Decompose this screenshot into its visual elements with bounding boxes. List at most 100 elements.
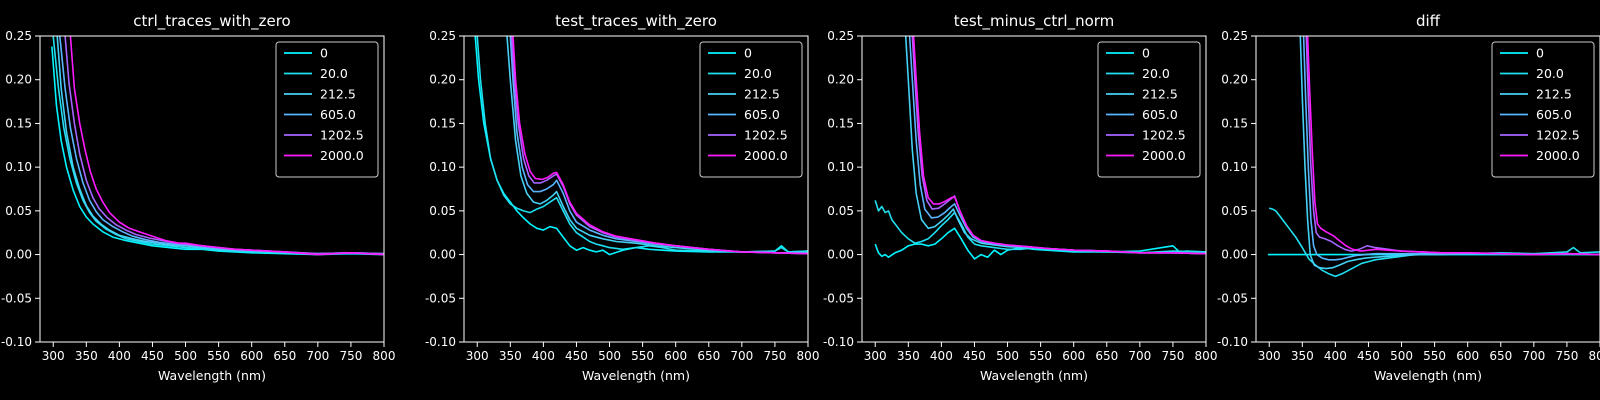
legend-label: 212.5 [744, 87, 780, 102]
y-tick-label: 0.00 [827, 248, 854, 262]
x-tick-label: 700 [1522, 349, 1545, 363]
series-group [474, 36, 808, 256]
series-line-0 [51, 46, 384, 256]
y-tick-label: 0.25 [429, 29, 456, 43]
y-tick-label: 0.10 [5, 160, 32, 174]
x-tick-label: 450 [141, 349, 164, 363]
x-tick-label: 750 [1161, 349, 1184, 363]
x-tick-label: 750 [1555, 349, 1578, 363]
legend-label: 212.5 [1536, 87, 1572, 102]
y-tick-label: -0.10 [823, 335, 854, 349]
y-tick-label: 0.10 [827, 160, 854, 174]
y-tick-label: 0.00 [5, 248, 32, 262]
y-tick-label: 0.20 [1221, 73, 1248, 87]
x-tick-label: 450 [963, 349, 986, 363]
x-tick-label: 650 [1095, 349, 1118, 363]
y-tick-label: 0.20 [429, 73, 456, 87]
legend-label: 0 [1142, 46, 1150, 61]
x-axis-label: Wavelength (nm) [158, 368, 266, 383]
y-tick-label: 0.25 [5, 29, 32, 43]
x-tick-label: 550 [1423, 349, 1446, 363]
series-line-1 [476, 36, 808, 253]
panel-2: test_minus_ctrl_norm 300 350 400 450 500 550 60… [823, 12, 1218, 383]
y-tick-label: 0.15 [429, 116, 456, 130]
plot-frame [1255, 35, 1600, 343]
legend-label: 1202.5 [320, 128, 364, 143]
legend: 0 20.0 212.5 605.0 1202.5 2000.0 [1097, 41, 1201, 178]
y-tick-label: 0.15 [5, 116, 32, 130]
legend-box [699, 41, 803, 178]
x-tick-label: 500 [996, 349, 1019, 363]
x-tick-label: 400 [930, 349, 953, 363]
y-tick-label: 0.15 [1221, 116, 1248, 130]
x-tick-label: 600 [240, 349, 263, 363]
y-tick-label: 0.10 [429, 160, 456, 174]
y-tick-label: 0.15 [827, 116, 854, 130]
legend-label: 1202.5 [744, 128, 788, 143]
x-axis-label: Wavelength (nm) [582, 368, 690, 383]
x-tick-label: 700 [306, 349, 329, 363]
y-tick-label: -0.05 [425, 291, 456, 305]
y-tick-label: 0.05 [5, 204, 32, 218]
y-tick-label: -0.10 [1, 335, 32, 349]
legend: 0 20.0 212.5 605.0 1202.5 2000.0 [699, 41, 803, 178]
x-tick-label: 500 [1390, 349, 1413, 363]
x-tick-label: 750 [763, 349, 786, 363]
panel-0: ctrl_traces_with_zero 300 350 400 450 500 550 6… [1, 12, 396, 383]
x-tick-label: 300 [42, 349, 65, 363]
legend-label: 20.0 [1536, 66, 1564, 81]
x-tick-label: 650 [697, 349, 720, 363]
x-tick-label: 550 [631, 349, 654, 363]
y-tick-label: 0.10 [1221, 160, 1248, 174]
x-tick-label: 800 [1195, 349, 1218, 363]
legend-label: 0 [744, 46, 752, 61]
x-axis-label: Wavelength (nm) [1374, 368, 1482, 383]
legend: 0 20.0 212.5 605.0 1202.5 2000.0 [275, 41, 379, 178]
y-tick-label: 0.25 [827, 29, 854, 43]
x-tick-label: 450 [1357, 349, 1380, 363]
series-line-1 [1268, 207, 1600, 278]
legend-label: 212.5 [1142, 87, 1178, 102]
y-tick-label: 0.00 [429, 248, 456, 262]
y-tick-label: 0.00 [1221, 248, 1248, 262]
series-line-2 [506, 36, 808, 254]
series-line-2 [56, 36, 384, 255]
x-tick-label: 650 [273, 349, 296, 363]
chart-title: diff [1416, 12, 1441, 30]
x-tick-label: 600 [1456, 349, 1479, 363]
y-tick-label: 0.05 [827, 204, 854, 218]
x-tick-label: 550 [207, 349, 230, 363]
series-group [874, 36, 1206, 260]
legend-label: 605.0 [1142, 107, 1178, 122]
series-line-5 [69, 36, 384, 256]
plot-frame [463, 35, 809, 343]
plot-frame [39, 35, 385, 343]
series-group [51, 36, 384, 256]
x-tick-label: 750 [339, 349, 362, 363]
x-tick-label: 350 [75, 349, 98, 363]
legend-box [1491, 41, 1595, 178]
x-tick-label: 300 [1258, 349, 1281, 363]
x-tick-label: 800 [1589, 349, 1600, 363]
legend-label: 1202.5 [1536, 128, 1580, 143]
legend-box [275, 41, 379, 178]
legend-label: 0 [320, 46, 328, 61]
x-tick-label: 500 [598, 349, 621, 363]
x-tick-label: 700 [730, 349, 753, 363]
x-tick-label: 350 [897, 349, 920, 363]
legend-label: 1202.5 [1142, 128, 1186, 143]
y-tick-label: 0.05 [429, 204, 456, 218]
chart-title: test_minus_ctrl_norm [954, 12, 1115, 31]
x-tick-label: 600 [1062, 349, 1085, 363]
plot-frame [861, 35, 1207, 343]
x-tick-label: 300 [864, 349, 887, 363]
y-tick-label: -0.10 [1217, 335, 1248, 349]
x-tick-label: 400 [532, 349, 555, 363]
legend-label: 2000.0 [320, 148, 364, 163]
legend-label: 2000.0 [1536, 148, 1580, 163]
x-tick-label: 800 [797, 349, 820, 363]
legend-label: 20.0 [320, 66, 348, 81]
legend: 0 20.0 212.5 605.0 1202.5 2000.0 [1491, 41, 1595, 178]
legend-label: 20.0 [744, 66, 772, 81]
legend-box [1097, 41, 1201, 178]
